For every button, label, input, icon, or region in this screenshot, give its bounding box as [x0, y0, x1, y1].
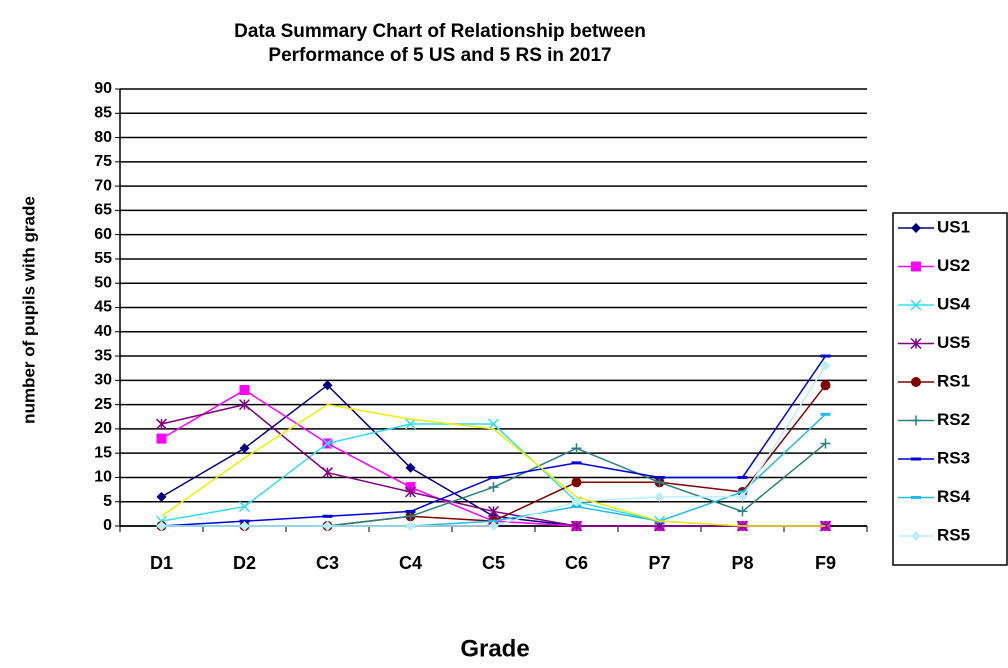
y-tick-label: 5 — [103, 493, 112, 510]
marker — [239, 443, 250, 454]
marker — [321, 467, 334, 479]
x-tick-label: P8 — [731, 553, 753, 573]
marker — [487, 418, 500, 430]
marker — [155, 418, 168, 430]
marker — [571, 477, 582, 488]
y-tick-label: 60 — [94, 226, 112, 243]
y-tick-label: 20 — [94, 420, 112, 437]
marker — [488, 521, 499, 531]
marker — [405, 511, 416, 522]
y-tick-label: 0 — [103, 517, 112, 534]
y-tick-label: 90 — [94, 80, 112, 97]
legend-label: RS5 — [937, 525, 970, 544]
y-axis-title: number of pupils with grade — [19, 196, 38, 424]
marker — [405, 462, 416, 473]
marker — [404, 486, 417, 498]
legend-label: RS1 — [937, 371, 970, 390]
marker — [239, 521, 250, 531]
marker — [156, 433, 167, 444]
marker — [820, 438, 831, 449]
legend-marker — [910, 299, 922, 311]
marker — [654, 475, 665, 479]
y-tick-label: 85 — [94, 104, 112, 121]
marker — [488, 482, 499, 493]
y-tick-label: 35 — [94, 347, 112, 364]
marker — [820, 354, 831, 358]
marker — [156, 521, 167, 531]
marker — [571, 461, 582, 465]
marker — [322, 521, 333, 531]
marker — [404, 418, 417, 430]
legend-box — [892, 212, 1008, 566]
marker — [322, 514, 333, 518]
y-tick-label: 65 — [94, 202, 112, 219]
marker — [820, 360, 831, 371]
marker — [238, 399, 251, 411]
x-tick-label: C5 — [482, 553, 505, 573]
x-tick-label: C3 — [316, 553, 339, 573]
legend-label: RS3 — [937, 448, 970, 467]
series-line — [161, 403, 826, 527]
x-tick-label: C4 — [399, 553, 422, 573]
x-axis-title: Grade — [460, 635, 529, 662]
legend-marker — [910, 337, 922, 350]
marker — [820, 412, 831, 416]
legend-label: RS4 — [937, 487, 971, 506]
marker — [405, 521, 416, 531]
y-tick-label: 70 — [94, 177, 112, 194]
x-tick-label: D2 — [233, 553, 256, 573]
marker — [238, 501, 251, 513]
marker — [737, 506, 748, 517]
marker — [570, 520, 583, 532]
legend-marker — [911, 531, 921, 541]
marker — [487, 505, 500, 517]
marker — [571, 443, 582, 454]
y-tick-label: 25 — [94, 396, 112, 413]
legend-marker — [911, 457, 921, 461]
marker — [322, 380, 333, 391]
x-tick-label: F9 — [815, 553, 836, 573]
x-tick-label: P7 — [648, 553, 670, 573]
legend-marker — [911, 496, 921, 499]
x-tick-label: C6 — [565, 553, 588, 573]
marker — [321, 437, 334, 449]
legend-label: RS2 — [937, 410, 970, 429]
marker — [405, 509, 416, 513]
marker — [654, 491, 665, 502]
y-tick-label: 10 — [94, 469, 112, 486]
chart-title: Data Summary Chart of Relationship betwe… — [234, 21, 646, 42]
y-tick-label: 75 — [94, 153, 112, 170]
y-tick-label: 45 — [94, 299, 112, 316]
y-tick-label: 15 — [94, 444, 112, 461]
marker — [571, 496, 582, 507]
x-tick-label: D1 — [150, 553, 173, 573]
y-tick-label: 80 — [94, 129, 112, 146]
legend-label: US5 — [937, 333, 970, 352]
legend-marker — [911, 415, 921, 426]
legend-label: US1 — [937, 217, 970, 236]
y-tick-label: 40 — [94, 323, 112, 340]
marker — [156, 491, 167, 502]
legend-label: US2 — [937, 256, 970, 275]
marker — [737, 491, 748, 502]
series-line — [161, 355, 827, 527]
legend-label: US4 — [937, 294, 971, 313]
marker — [653, 520, 666, 532]
chart-title: Performance of 5 US and 5 RS in 2017 — [268, 45, 611, 66]
marker — [654, 477, 665, 488]
y-tick-label: 30 — [94, 372, 112, 389]
legend-marker — [911, 377, 921, 387]
marker — [239, 385, 250, 396]
y-tick-label: 50 — [94, 274, 112, 291]
marker — [820, 380, 831, 391]
legend-marker — [911, 223, 921, 233]
marker — [737, 475, 748, 479]
legend-marker — [911, 261, 921, 272]
marker — [488, 475, 499, 479]
y-tick-label: 55 — [94, 250, 112, 267]
